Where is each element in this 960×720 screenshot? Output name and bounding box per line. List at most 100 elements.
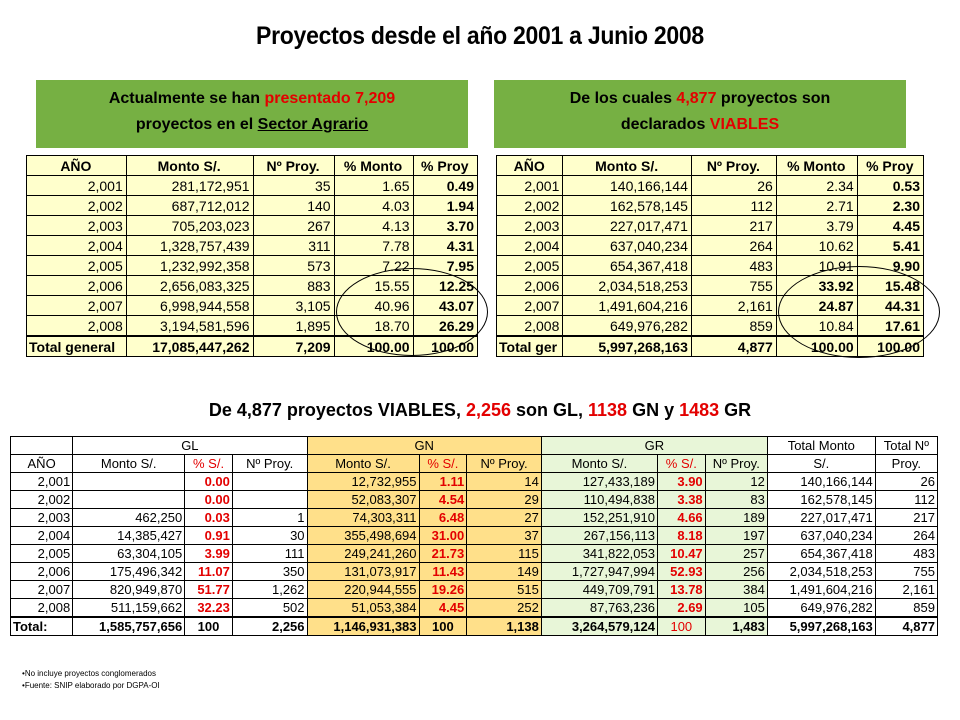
table-cell: 112 — [874, 490, 939, 509]
total-cell: 100 — [656, 616, 706, 636]
table-cell: 1,491,604,216 — [766, 580, 876, 599]
total-cell: Total: — [9, 616, 74, 636]
total-cell: 4,877 — [874, 616, 939, 636]
table-cell: 140 — [252, 195, 335, 216]
table-cell: 2,006 — [9, 562, 74, 581]
note-item: •No incluye proyectos conglomerados — [22, 669, 156, 678]
table-cell: 51.77 — [184, 580, 233, 599]
table-row: 2,001 0.00 12,732,955 1.11 14 127,433,189 3.90… — [9, 472, 939, 491]
total-cell: 1,146,931,383 — [306, 616, 420, 636]
total-cell: 1,138 — [466, 616, 542, 636]
table-cell: 4.13 — [333, 215, 414, 236]
table-cell: 149 — [466, 562, 542, 581]
table-cell: 27 — [466, 508, 542, 527]
footnotes: •No incluye proyectos conglomerados •Fue… — [22, 668, 160, 692]
table-cell: 1,491,604,216 — [562, 295, 692, 316]
table-cell: 11.07 — [184, 562, 233, 581]
subtitle-text-3: GN y — [627, 400, 680, 420]
table-cell: 63,304,105 — [72, 544, 186, 563]
table-cell: 859 — [690, 315, 777, 337]
highlight-circle-presentados — [336, 268, 488, 356]
column-header: S/. — [766, 454, 876, 473]
table-cell: 249,241,260 — [306, 544, 420, 563]
table-cell: 10.62 — [775, 235, 858, 256]
table-cell: 2,006 — [495, 275, 564, 296]
table-cell: 2,008 — [495, 315, 564, 337]
column-header: Nº Proy. — [466, 454, 542, 473]
table-cell: 4.31 — [412, 235, 479, 256]
table-cell: 2,004 — [495, 235, 564, 256]
table-cell: 14,385,427 — [72, 526, 186, 545]
table-cell: 152,251,910 — [540, 508, 658, 527]
table-cell: 131,073,917 — [306, 562, 420, 581]
table-row: 2,002 0.00 52,083,307 4.54 29 110,494,838 3.38… — [9, 490, 939, 509]
table-cell: 483 — [690, 255, 777, 276]
table-cell: 140,166,144 — [562, 175, 692, 196]
table-cell: 2,656,083,325 — [125, 275, 254, 296]
table-cell: 1,262 — [231, 580, 308, 599]
total-cell: 2,256 — [231, 616, 308, 636]
table-cell: 2,007 — [26, 295, 127, 316]
table-cell: 883 — [252, 275, 335, 296]
table-cell: 14 — [466, 472, 542, 491]
table-cell: 13.78 — [656, 580, 706, 599]
table-viables: AÑO Monto S/. Nº Proy.% Monto% Proy 2,001 14… — [495, 155, 925, 357]
table-cell: 252 — [466, 598, 542, 618]
table-cell: 311 — [252, 235, 335, 256]
table-cell: 1.11 — [418, 472, 468, 491]
table-cell: 4.03 — [333, 195, 414, 216]
table-cell: 3.90 — [656, 472, 706, 491]
table-cell: 264 — [690, 235, 777, 256]
table-cell — [231, 490, 308, 509]
table-cell: 227,017,471 — [562, 215, 692, 236]
table-cell: 0.91 — [184, 526, 233, 545]
table-cell: 2,002 — [495, 195, 564, 216]
column-header: % Proy — [856, 155, 925, 176]
total-cell: 5,997,268,163 — [766, 616, 876, 636]
table-cell: 257 — [704, 544, 768, 563]
box-right-highlight: 4,877 — [676, 90, 717, 107]
total-row: Total: 1,585,757,656 100 2,256 1,146,931,383… — [9, 616, 939, 636]
table-cell: 1,328,757,439 — [125, 235, 254, 256]
table-cell: 29 — [466, 490, 542, 509]
table-row: 2,005 63,304,105 3.99 111 249,241,260 21.73 11… — [9, 544, 939, 563]
table-cell: 449,709,791 — [540, 580, 658, 599]
table-cell: 2,002 — [9, 490, 74, 509]
table-cell: 2,005 — [495, 255, 564, 276]
total-cell: 1,585,757,656 — [72, 616, 186, 636]
table-cell: 52.93 — [656, 562, 706, 581]
table-row: 2,002 687,712,012 140 4.03 1.94 — [26, 195, 479, 216]
table-cell: 31.00 — [418, 526, 468, 545]
group-header-gl: GL — [72, 436, 308, 455]
table-cell: 515 — [466, 580, 542, 599]
table-cell: 2,005 — [9, 544, 74, 563]
table-row: 2,003 705,203,023 267 4.13 3.70 — [26, 215, 479, 236]
subtitle-text: De 4,877 proyectos VIABLES, — [208, 400, 466, 420]
table-cell: 3.99 — [184, 544, 233, 563]
table-cell: 2,003 — [9, 508, 74, 527]
table-cell: 267,156,113 — [540, 526, 658, 545]
table-cell: 21.73 — [418, 544, 468, 563]
column-header: % Monto — [333, 155, 414, 176]
total-cell: Total ger — [495, 335, 564, 357]
total-cell: 100 — [418, 616, 468, 636]
breakdown-subtitle: De 4,877 proyectos VIABLES, 2,256 son GL… — [0, 400, 960, 421]
column-header: AÑO — [495, 155, 564, 176]
column-header: Monto S/. — [540, 454, 658, 473]
table-cell: 5.41 — [856, 235, 925, 256]
box-left-highlight: presentado 7,209 — [264, 90, 396, 107]
table-cell: 3,194,581,596 — [125, 315, 254, 337]
table-cell: 2,006 — [26, 275, 127, 296]
total-cell: 3,264,579,124 — [540, 616, 658, 636]
table-cell: 162,578,145 — [562, 195, 692, 216]
table-cell: 755 — [690, 275, 777, 296]
table-cell: 267 — [252, 215, 335, 236]
table-cell: 1 — [231, 508, 308, 527]
table-cell: 127,433,189 — [540, 472, 658, 491]
table-cell: 110,494,838 — [540, 490, 658, 509]
table-cell: 2,002 — [26, 195, 127, 216]
table-cell: 1,895 — [252, 315, 335, 337]
table-row: 2,004 14,385,427 0.91 30 355,498,694 31.00 37 2… — [9, 526, 939, 545]
table-cell: 7.78 — [333, 235, 414, 256]
table-cell: 3.79 — [775, 215, 858, 236]
